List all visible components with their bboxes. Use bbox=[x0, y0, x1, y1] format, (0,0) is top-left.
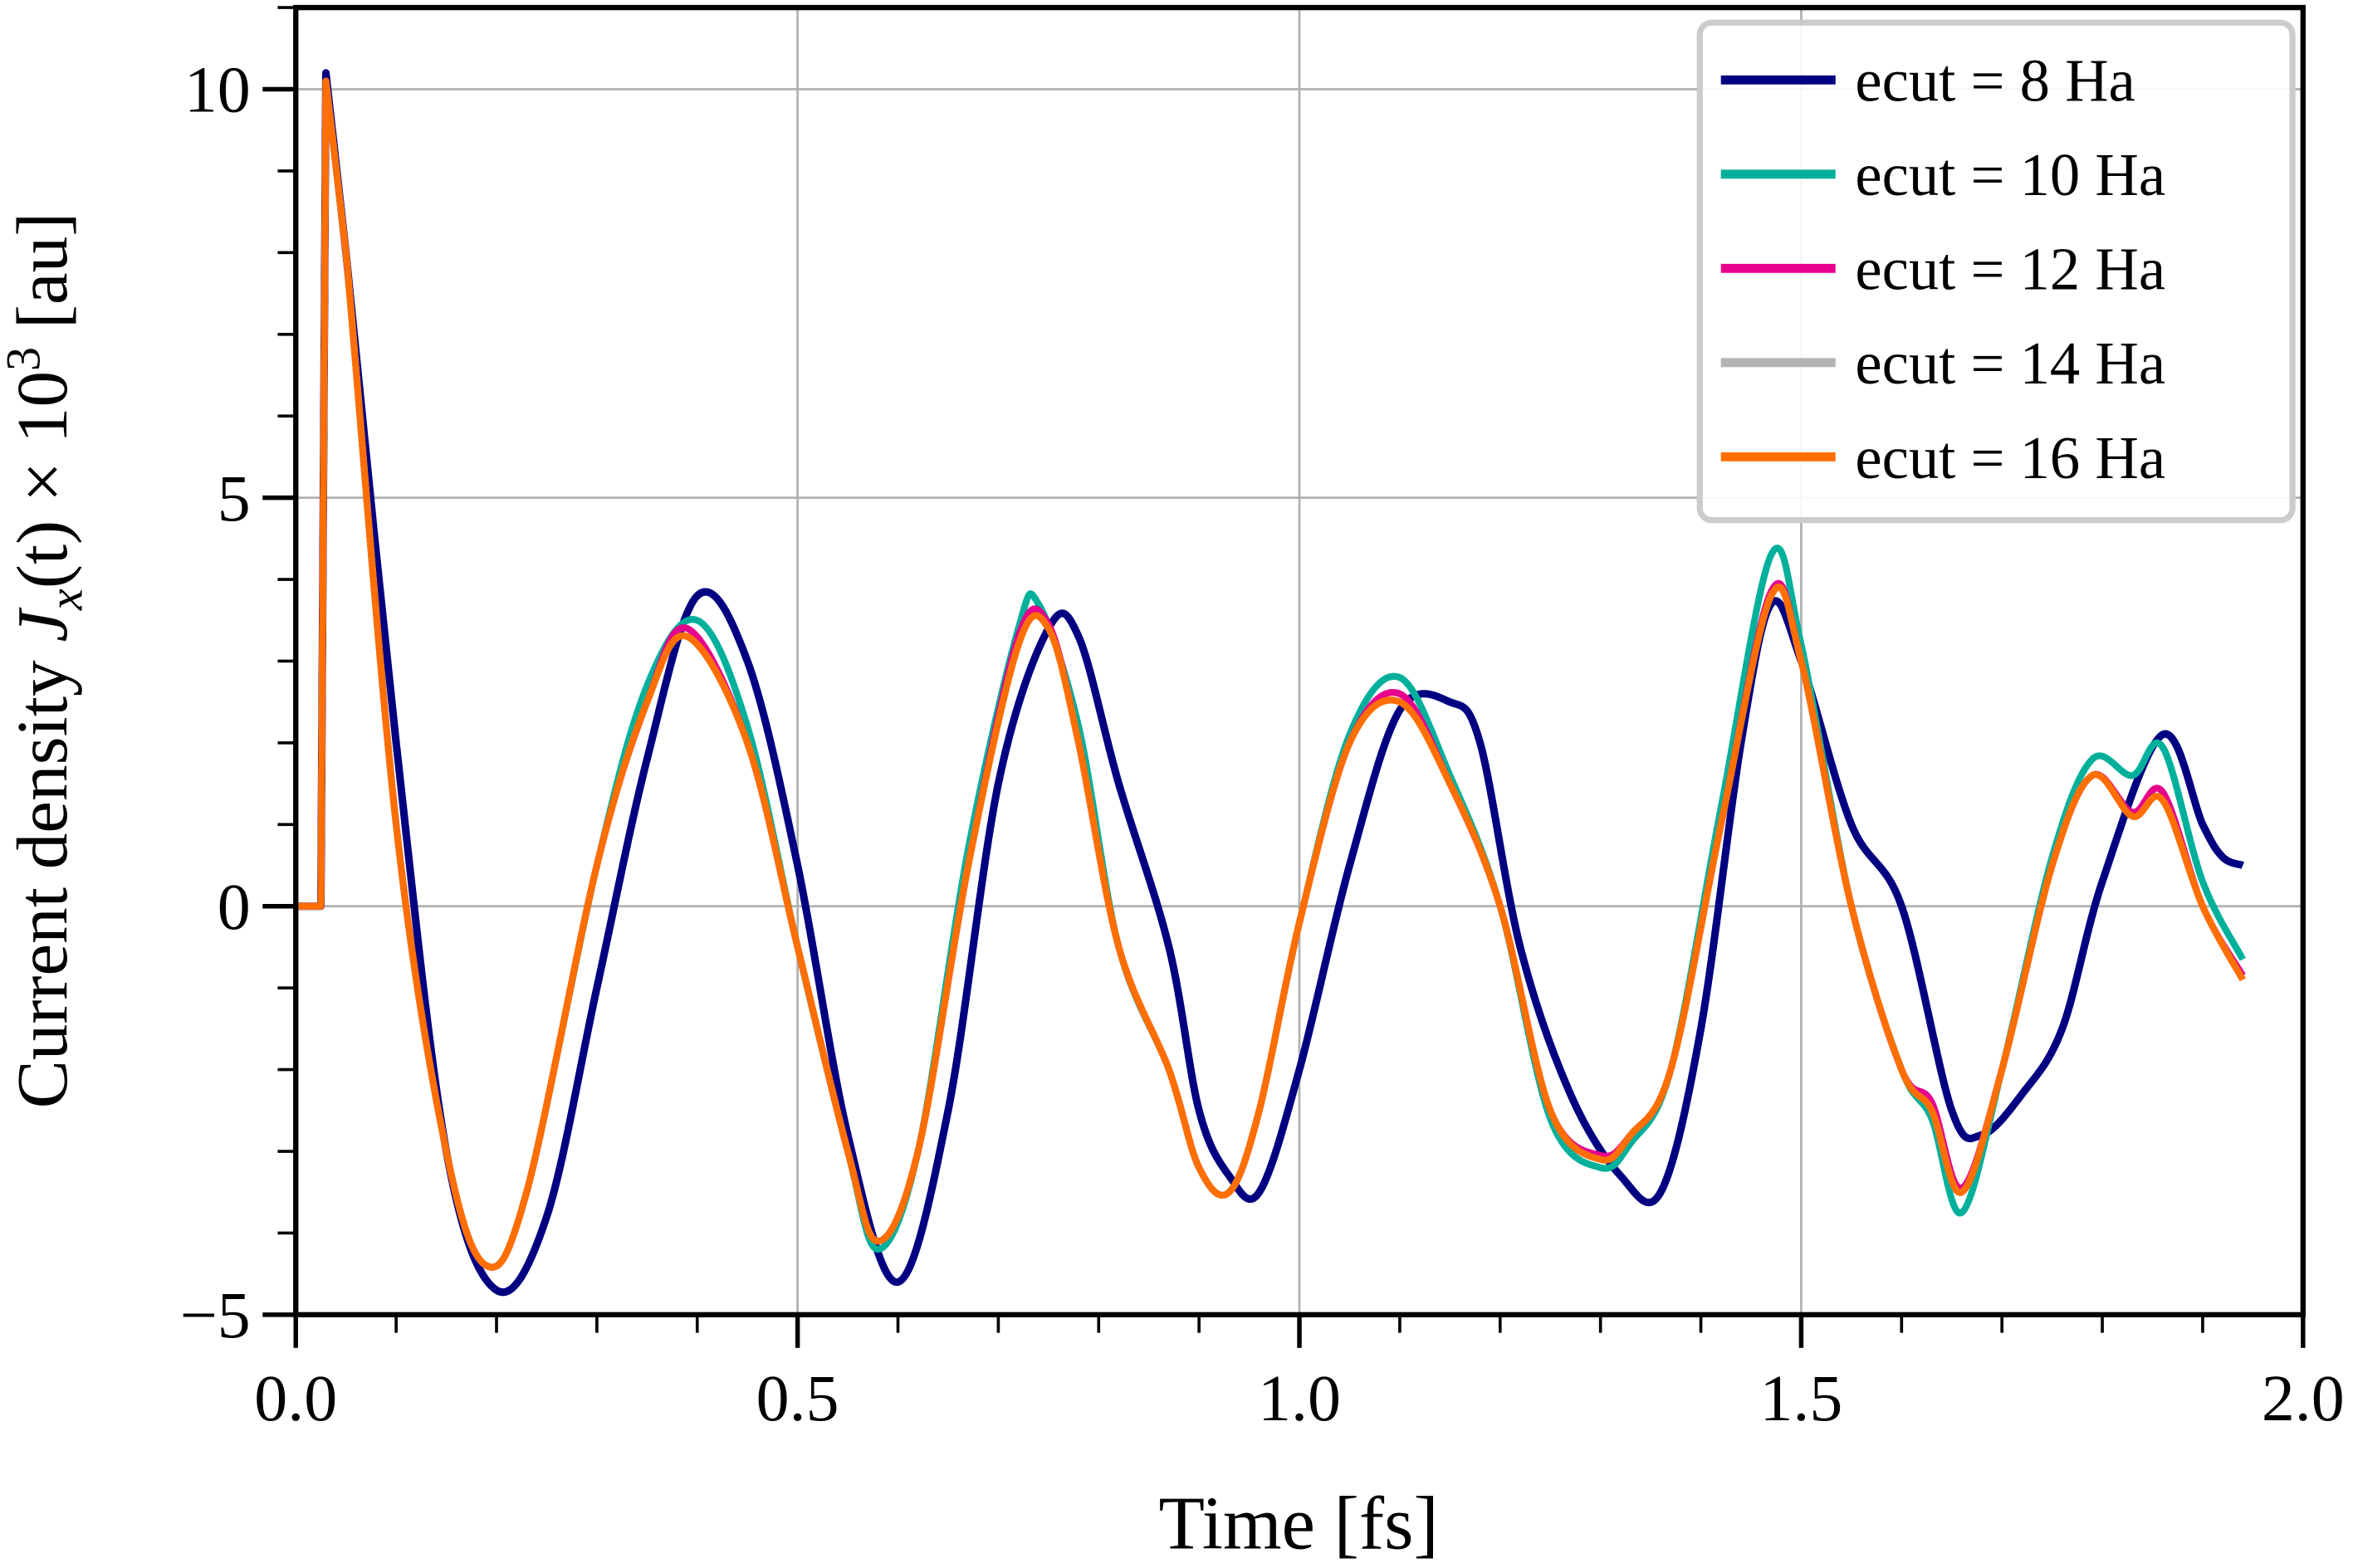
y-tick-label: 0 bbox=[218, 871, 251, 944]
y-tick-label: −5 bbox=[180, 1279, 251, 1352]
series-lines bbox=[296, 69, 2246, 1297]
legend-label: ecut = 10 Ha bbox=[1855, 141, 2165, 208]
series-line-5 bbox=[296, 77, 2246, 1271]
legend-label: ecut = 14 Ha bbox=[1855, 330, 2165, 397]
x-tick-label: 2.0 bbox=[2262, 1362, 2345, 1435]
x-tick-label: 1.0 bbox=[1258, 1362, 1341, 1435]
y-tick-label: 10 bbox=[184, 54, 251, 127]
series-line-1 bbox=[296, 69, 2244, 1297]
legend-label: ecut = 12 Ha bbox=[1855, 236, 2165, 303]
y-tick-label: 5 bbox=[218, 462, 251, 535]
x-axis-label: Time [fs] bbox=[1159, 1481, 1439, 1565]
legend-label: ecut = 8 Ha bbox=[1855, 47, 2135, 115]
axis-ticks: 0.0 0.5 1.0 1.5 2.0 −5 0 5 10 bbox=[180, 6, 2345, 1435]
x-tick-label: 0.0 bbox=[254, 1362, 337, 1435]
legend-box bbox=[1696, 19, 2296, 524]
legend-label: ecut = 16 Ha bbox=[1855, 424, 2165, 491]
x-tick-label: 1.5 bbox=[1759, 1362, 1842, 1435]
y-axis-label: Current density Jx(t) × 103 [au] bbox=[0, 212, 92, 1109]
legend: ecut = 8 Ha ecut = 10 Ha ecut = 12 Ha ecut … bbox=[1696, 19, 2296, 524]
x-tick-label: 0.5 bbox=[756, 1362, 839, 1435]
